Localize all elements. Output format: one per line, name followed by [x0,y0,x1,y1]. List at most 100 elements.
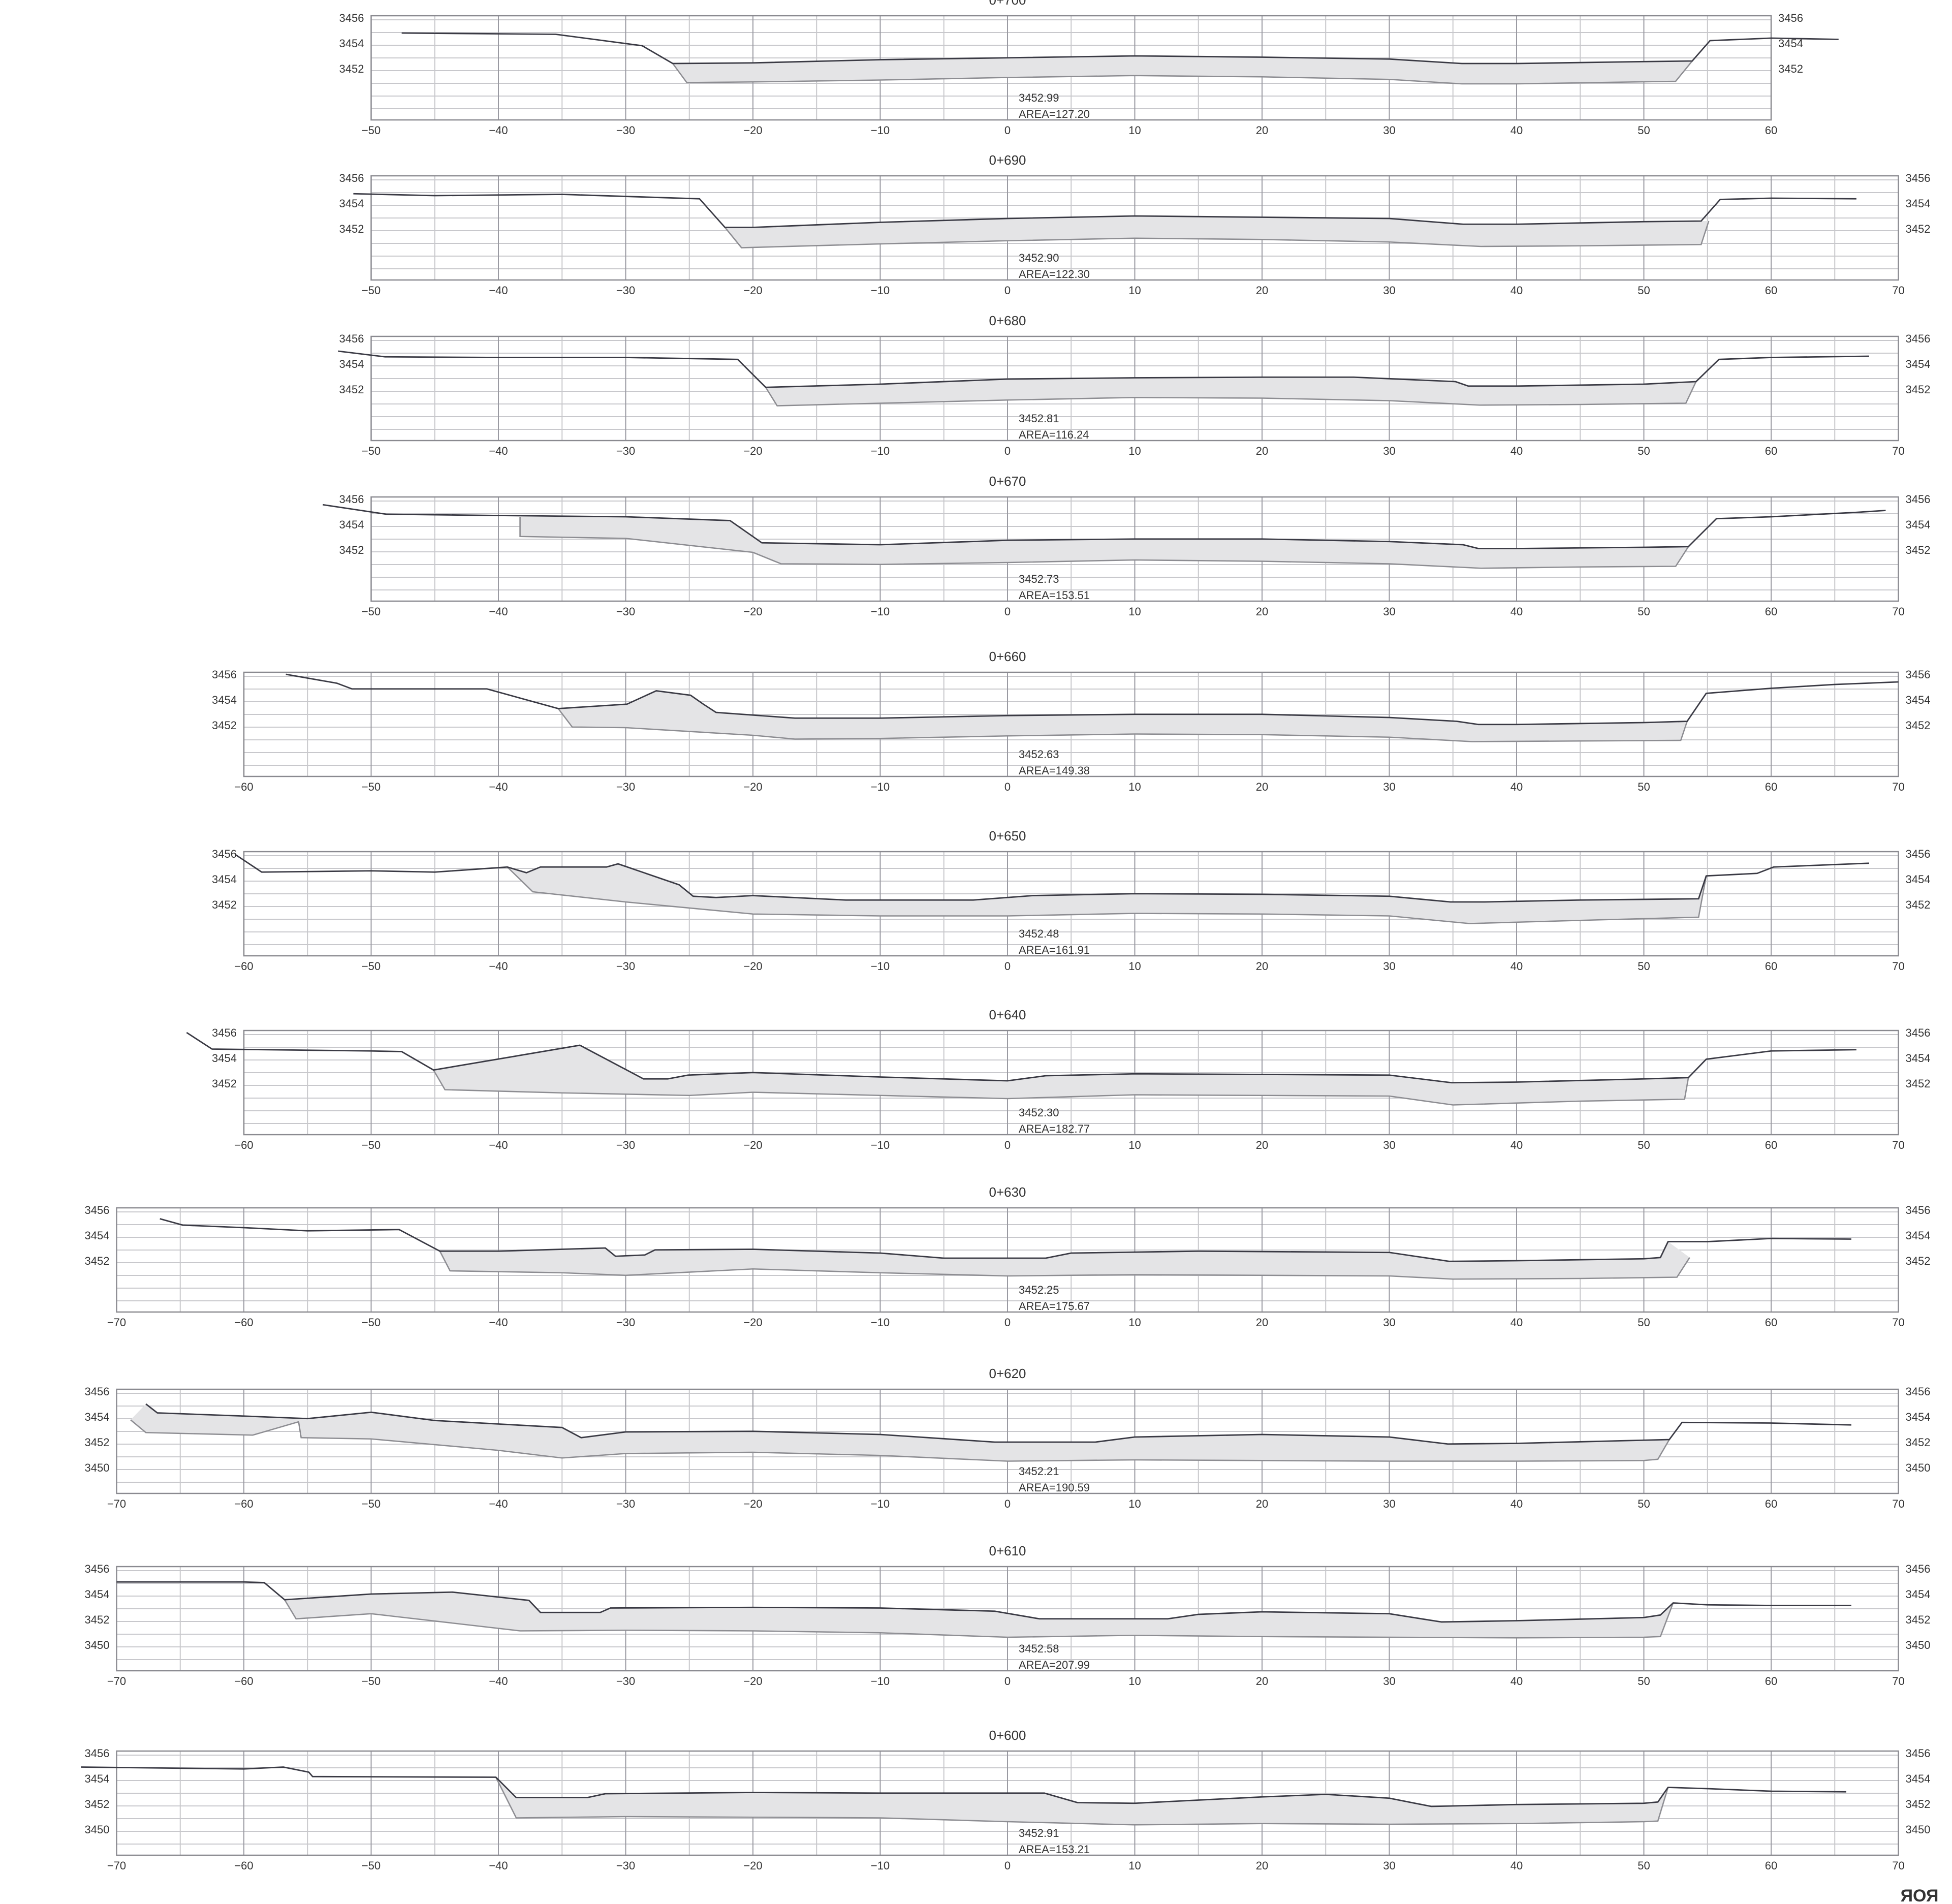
vertical-grid [243,852,1899,956]
x-tick-label: 60 [1765,1675,1777,1688]
y-tick-label-left: 3456 [339,172,364,184]
x-tick-label: 20 [1256,605,1268,618]
y-tick-label-left: 3456 [212,1026,237,1039]
x-tick-label: 0 [1004,1675,1011,1688]
design-section-line [495,1776,1669,1826]
watermark-text: ЯОЯ [1901,1886,1939,1904]
ground-profile-line [338,350,1869,388]
y-tick-label-left: 3452 [85,1436,110,1449]
x-tick-label: 50 [1638,1859,1650,1872]
x-tick-label: −10 [871,1497,890,1510]
y-tick-label-right: 3450 [1906,1823,1931,1836]
x-tick-label: −20 [743,1139,762,1151]
cut-fill-area [439,1241,1690,1279]
cross-section-panel: 0+700 −50 −40 −30 −20 −10 0 10 20 30 40 50 60 3456 345… [339,0,1839,137]
y-tick-label-left: 3454 [339,358,364,370]
x-tick-label: −50 [362,960,381,973]
x-tick-label: 40 [1510,960,1523,973]
x-tick-label: 70 [1892,445,1904,457]
x-tick-label: 50 [1638,960,1650,973]
x-tick-label: 20 [1256,284,1268,297]
x-tick-label: 50 [1638,124,1650,137]
x-tick-label: 30 [1383,1316,1395,1329]
x-tick-label: −40 [489,1675,508,1688]
x-tick-label: 50 [1638,1497,1650,1510]
x-tick-label: 40 [1510,1139,1523,1151]
cut-fill-area [433,1045,1689,1105]
design-section-line [557,708,1688,742]
x-tick-label: 30 [1383,124,1395,137]
x-tick-label: −60 [234,1316,253,1329]
y-tick-label-right: 3454 [1778,37,1803,50]
x-tick-label: 50 [1638,284,1650,297]
x-tick-label: −40 [489,124,508,137]
x-tick-label: −40 [489,1859,508,1872]
ground-profile-line [286,673,1899,726]
y-tick-label-right: 3454 [1906,1411,1931,1423]
y-tick-label-right: 3452 [1906,383,1931,396]
x-tick-label: −10 [871,605,890,618]
ground-profile-line [81,1766,1846,1807]
x-tick-label: −70 [107,1675,126,1688]
y-tick-label-right: 3454 [1906,197,1931,210]
x-tick-label: 70 [1892,1139,1904,1151]
y-tick-label-right: 3454 [1906,694,1931,706]
x-tick-label: −30 [616,605,635,618]
x-tick-label: 10 [1128,1139,1141,1151]
x-tick-label: 50 [1638,605,1650,618]
y-tick-label-left: 3454 [339,197,364,210]
centerline-elevation-label: 3452.81 [1019,412,1059,425]
x-tick-label: 60 [1765,1139,1777,1151]
x-tick-label: −50 [362,445,381,457]
ground-profile-line [116,1581,1851,1623]
x-tick-label: 0 [1004,605,1011,618]
plot-frame [116,1566,1899,1672]
y-tick-label-right: 3456 [1906,1204,1931,1216]
x-tick-label: 40 [1510,1316,1523,1329]
x-tick-label: 10 [1128,1316,1141,1329]
x-tick-label: −40 [489,445,508,457]
ground-profile-line [323,504,1886,549]
x-tick-label: 0 [1004,1139,1011,1151]
x-tick-label: 30 [1383,1497,1395,1510]
x-tick-label: −70 [107,1316,126,1329]
y-tick-label-right: 3450 [1906,1461,1931,1474]
centerline-elevation-label: 3452.25 [1019,1284,1059,1296]
y-tick-label-left: 3450 [85,1639,110,1651]
x-tick-label: 10 [1128,284,1141,297]
design-section-line [724,221,1710,248]
x-tick-label: 30 [1383,781,1395,793]
x-tick-label: −10 [871,1316,890,1329]
cut-fill-area [285,1592,1674,1638]
centerline-elevation-label: 3452.91 [1019,1827,1059,1839]
y-tick-label-right: 3452 [1906,223,1931,235]
section-area-label: AREA=149.38 [1019,764,1090,777]
x-tick-label: 0 [1004,1316,1011,1329]
design-section-line [130,1419,1670,1462]
cut-fill-area [558,691,1687,742]
y-tick-label-left: 3454 [85,1229,110,1242]
x-tick-label: −10 [871,781,890,793]
y-tick-label-right: 3454 [1906,1772,1931,1785]
x-tick-label: 20 [1256,1497,1268,1510]
x-tick-label: −10 [871,1139,890,1151]
x-tick-label: 0 [1004,1497,1011,1510]
ground-profile-line [160,1218,1851,1262]
station-title: 0+700 [989,0,1026,8]
x-tick-label: −60 [234,1675,253,1688]
centerline-elevation-label: 3452.48 [1019,927,1059,940]
plot-frame [370,15,1772,121]
x-tick-label: 30 [1383,284,1395,297]
x-tick-label: −40 [489,1497,508,1510]
ground-profile-line [353,193,1856,228]
x-tick-label: −20 [743,1316,762,1329]
x-tick-label: −10 [871,124,890,137]
y-tick-label-left: 3456 [339,332,364,345]
x-tick-label: −10 [871,1675,890,1688]
section-area-label: AREA=182.77 [1019,1122,1090,1135]
design-section-line [519,517,1689,569]
x-tick-label: −50 [362,605,381,618]
x-tick-label: 70 [1892,781,1904,793]
design-section-line [433,1070,1689,1106]
x-tick-label: −30 [616,1316,635,1329]
